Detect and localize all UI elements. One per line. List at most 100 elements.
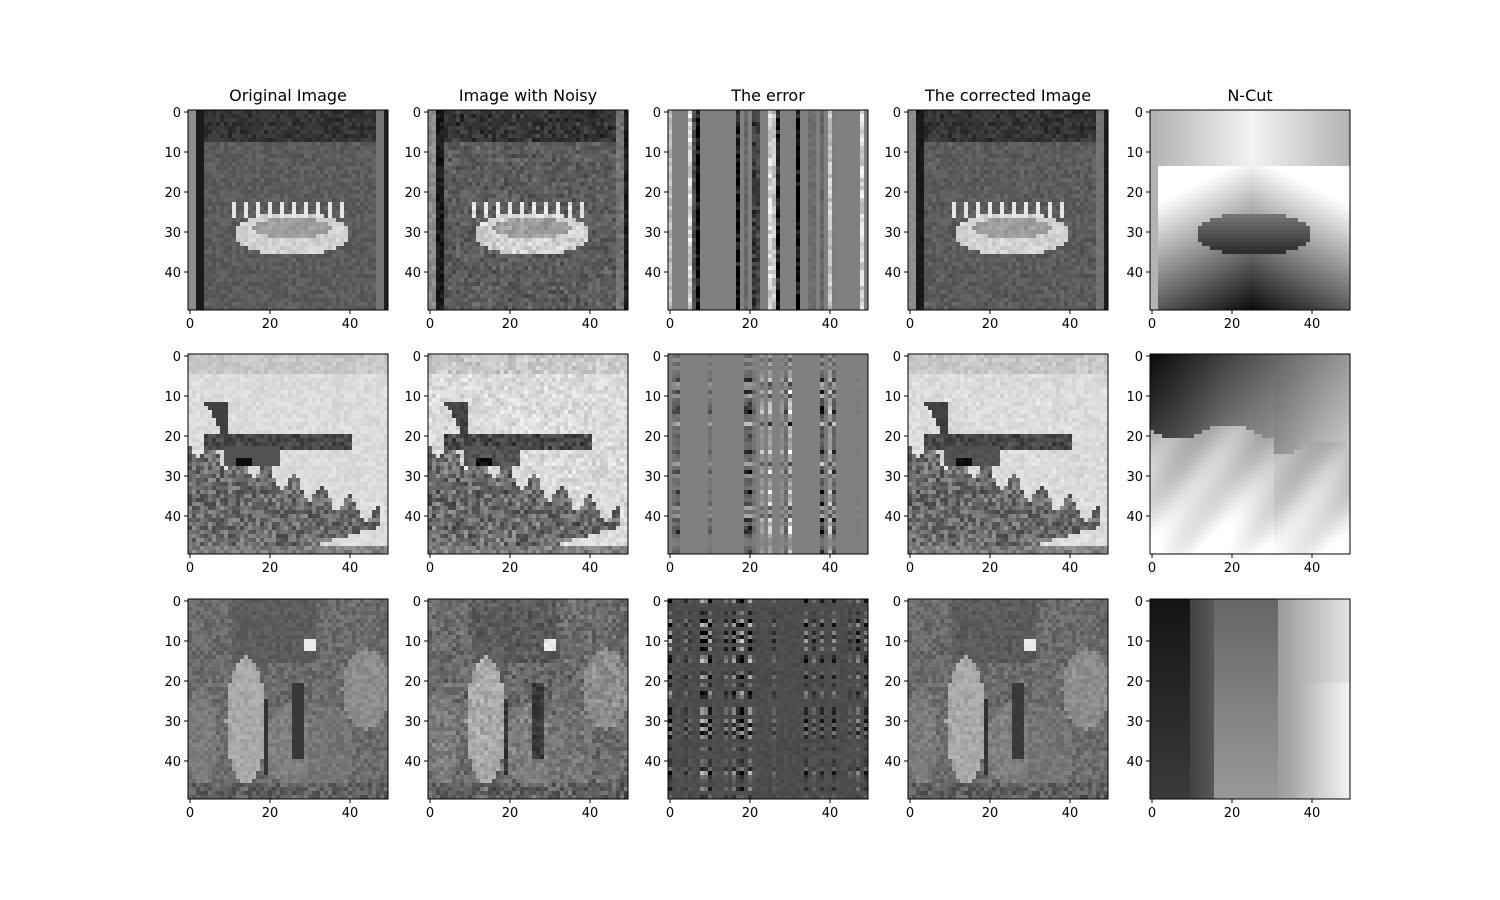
y-tick-label: 20 xyxy=(884,430,901,445)
y-tick-label: 30 xyxy=(404,715,421,730)
y-tick-label: 40 xyxy=(884,755,901,770)
x-tick-label: 0 xyxy=(1148,317,1156,332)
x-tick-label: 20 xyxy=(742,561,759,576)
x-tick-label: 0 xyxy=(666,561,674,576)
y-tick-label: 10 xyxy=(884,146,901,161)
y-tick-label: 30 xyxy=(1126,715,1143,730)
y-tick-label: 10 xyxy=(1126,635,1143,650)
x-tick-label: 20 xyxy=(742,317,759,332)
y-tick-label: 10 xyxy=(644,390,661,405)
y-tick-label: 0 xyxy=(413,106,421,121)
x-tick-label: 40 xyxy=(342,317,359,332)
y-tick-label: 20 xyxy=(404,675,421,690)
y-tick-label: 0 xyxy=(1135,350,1143,365)
y-tick-label: 40 xyxy=(404,266,421,281)
y-tick-label: 10 xyxy=(404,635,421,650)
y-tick-label: 30 xyxy=(1126,470,1143,485)
y-tick-label: 0 xyxy=(653,350,661,365)
error-image-row-2 xyxy=(668,354,868,554)
y-tick-label: 0 xyxy=(1135,106,1143,121)
x-tick-label: 40 xyxy=(822,806,839,821)
y-tick-label: 30 xyxy=(1126,226,1143,241)
x-tick-label: 40 xyxy=(822,317,839,332)
y-tick-label: 0 xyxy=(893,595,901,610)
y-tick-label: 20 xyxy=(164,430,181,445)
x-tick-label: 0 xyxy=(666,317,674,332)
x-tick-label: 40 xyxy=(1304,317,1321,332)
ncut-image-row-1 xyxy=(1150,110,1350,310)
x-tick-label: 20 xyxy=(1224,806,1241,821)
y-tick-label: 10 xyxy=(164,390,181,405)
y-tick-label: 20 xyxy=(644,430,661,445)
x-tick-label: 20 xyxy=(982,806,999,821)
y-tick-label: 30 xyxy=(884,470,901,485)
y-tick-label: 10 xyxy=(644,146,661,161)
y-tick-label: 30 xyxy=(644,226,661,241)
x-tick-label: 40 xyxy=(582,317,599,332)
x-tick-label: 0 xyxy=(906,317,914,332)
y-tick-label: 0 xyxy=(173,595,181,610)
y-tick-label: 20 xyxy=(1126,675,1143,690)
y-tick-label: 30 xyxy=(404,226,421,241)
original-image-row-2 xyxy=(188,354,388,554)
y-tick-label: 40 xyxy=(884,266,901,281)
error-image-row-3 xyxy=(668,599,868,799)
x-tick-label: 0 xyxy=(426,561,434,576)
y-tick-label: 10 xyxy=(884,390,901,405)
x-tick-label: 40 xyxy=(582,806,599,821)
panel-title-original: Original Image xyxy=(229,86,347,105)
y-tick-label: 30 xyxy=(164,470,181,485)
x-tick-label: 0 xyxy=(1148,561,1156,576)
y-tick-label: 30 xyxy=(884,226,901,241)
x-tick-label: 0 xyxy=(426,806,434,821)
y-tick-label: 30 xyxy=(164,226,181,241)
x-tick-label: 0 xyxy=(186,561,194,576)
y-tick-label: 0 xyxy=(1135,595,1143,610)
y-tick-label: 40 xyxy=(164,755,181,770)
y-tick-label: 20 xyxy=(404,430,421,445)
y-tick-label: 20 xyxy=(1126,186,1143,201)
y-tick-label: 40 xyxy=(1126,755,1143,770)
y-tick-label: 20 xyxy=(644,675,661,690)
corrected-image-row-3 xyxy=(908,599,1108,799)
panel-title-corrected: The corrected Image xyxy=(924,86,1091,105)
y-tick-label: 30 xyxy=(644,470,661,485)
y-tick-label: 20 xyxy=(884,186,901,201)
y-tick-label: 40 xyxy=(164,510,181,525)
y-tick-label: 20 xyxy=(884,675,901,690)
panel-title-ncut: N-Cut xyxy=(1227,86,1272,105)
y-tick-label: 40 xyxy=(644,266,661,281)
y-tick-label: 40 xyxy=(164,266,181,281)
y-tick-label: 40 xyxy=(1126,266,1143,281)
y-tick-label: 0 xyxy=(893,350,901,365)
y-tick-label: 0 xyxy=(893,106,901,121)
x-tick-label: 40 xyxy=(1062,317,1079,332)
original-image-row-3 xyxy=(188,599,388,799)
x-tick-label: 40 xyxy=(342,561,359,576)
x-tick-label: 0 xyxy=(906,561,914,576)
y-tick-label: 40 xyxy=(404,755,421,770)
x-tick-label: 20 xyxy=(742,806,759,821)
x-tick-label: 0 xyxy=(426,317,434,332)
y-tick-label: 10 xyxy=(1126,390,1143,405)
y-tick-label: 10 xyxy=(884,635,901,650)
corrected-image-row-2 xyxy=(908,354,1108,554)
x-tick-label: 40 xyxy=(1304,561,1321,576)
x-tick-label: 20 xyxy=(982,561,999,576)
x-tick-label: 40 xyxy=(342,806,359,821)
y-tick-label: 40 xyxy=(644,510,661,525)
y-tick-label: 10 xyxy=(164,146,181,161)
ncut-image-row-2 xyxy=(1150,354,1350,554)
y-tick-label: 40 xyxy=(1126,510,1143,525)
x-tick-label: 40 xyxy=(582,561,599,576)
x-tick-label: 20 xyxy=(1224,317,1241,332)
y-tick-label: 10 xyxy=(404,390,421,405)
y-tick-label: 0 xyxy=(653,595,661,610)
y-tick-label: 0 xyxy=(173,106,181,121)
error-image-row-1 xyxy=(668,110,868,310)
y-tick-label: 30 xyxy=(644,715,661,730)
x-tick-label: 40 xyxy=(1062,561,1079,576)
y-tick-label: 0 xyxy=(413,350,421,365)
original-image-row-1 xyxy=(188,110,388,310)
